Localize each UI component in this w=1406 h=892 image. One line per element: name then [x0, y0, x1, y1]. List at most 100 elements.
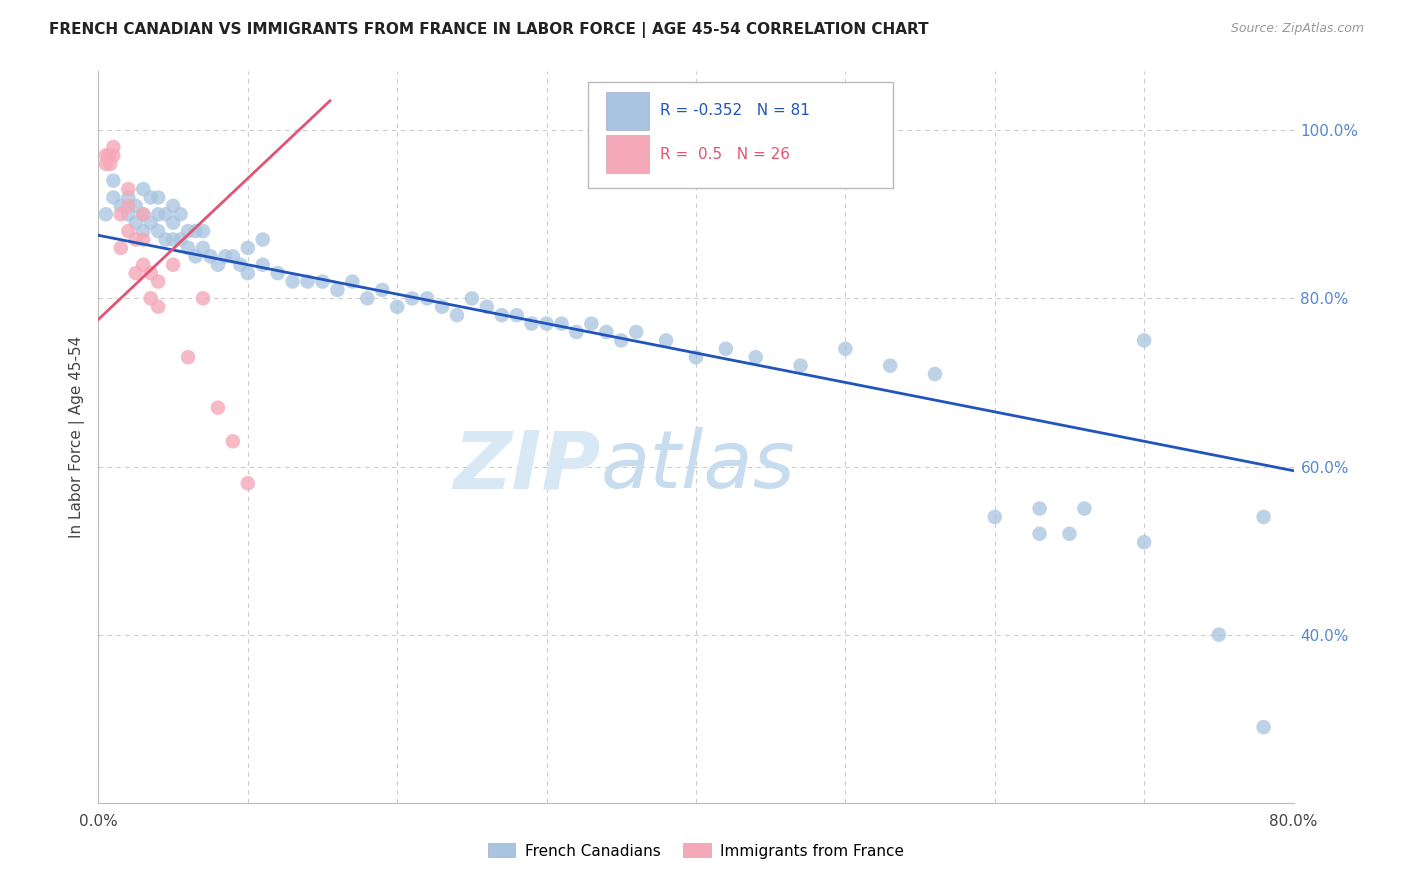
Point: [924, 367, 946, 381]
Point: [446, 308, 468, 322]
Point: [125, 199, 148, 213]
Point: [132, 224, 155, 238]
Point: [610, 334, 633, 348]
Point: [162, 233, 184, 247]
Point: [385, 300, 409, 314]
Point: [626, 325, 648, 339]
Point: [1133, 334, 1156, 348]
Point: [1059, 526, 1081, 541]
Point: [103, 174, 125, 188]
Point: [162, 258, 184, 272]
Point: [371, 283, 394, 297]
Point: [214, 249, 236, 263]
Point: [475, 300, 498, 314]
Point: [98, 157, 122, 171]
FancyBboxPatch shape: [589, 82, 893, 188]
Point: [401, 291, 423, 305]
Point: [222, 249, 245, 263]
Point: [1028, 501, 1050, 516]
Point: [984, 510, 1007, 524]
Point: [132, 233, 155, 247]
Text: Source: ZipAtlas.com: Source: ZipAtlas.com: [1230, 22, 1364, 36]
Point: [148, 224, 170, 238]
Point: [110, 199, 132, 213]
Point: [148, 207, 170, 221]
Point: [103, 140, 125, 154]
Point: [139, 266, 162, 280]
Point: [685, 350, 707, 364]
Point: [125, 266, 148, 280]
Point: [356, 291, 378, 305]
Point: [834, 342, 856, 356]
Point: [200, 249, 222, 263]
Point: [148, 300, 170, 314]
Point: [267, 266, 290, 280]
Point: [236, 241, 259, 255]
Point: [155, 207, 177, 221]
Point: [1028, 526, 1050, 541]
Point: [169, 207, 191, 221]
Point: [326, 283, 349, 297]
Point: [714, 342, 737, 356]
Point: [139, 291, 162, 305]
Point: [191, 291, 214, 305]
Point: [430, 300, 453, 314]
Point: [184, 224, 207, 238]
Point: [297, 275, 319, 289]
Point: [117, 224, 139, 238]
Point: [550, 317, 572, 331]
Point: [252, 258, 274, 272]
Point: [342, 275, 364, 289]
Point: [1253, 720, 1275, 734]
Point: [117, 207, 139, 221]
Point: [311, 275, 333, 289]
Text: ZIP: ZIP: [453, 427, 600, 506]
Point: [117, 190, 139, 204]
Point: [169, 233, 191, 247]
Point: [536, 317, 558, 331]
Point: [191, 241, 214, 255]
Point: [879, 359, 901, 373]
Point: [191, 224, 214, 238]
Point: [1073, 501, 1095, 516]
Point: [148, 275, 170, 289]
Point: [103, 148, 125, 162]
Point: [110, 207, 132, 221]
Point: [1208, 627, 1230, 641]
Point: [581, 317, 603, 331]
Point: [491, 308, 513, 322]
Point: [132, 182, 155, 196]
Point: [461, 291, 484, 305]
Point: [745, 350, 768, 364]
Point: [1133, 535, 1156, 549]
Point: [132, 258, 155, 272]
Point: [148, 190, 170, 204]
Point: [184, 249, 207, 263]
Point: [520, 317, 543, 331]
Point: [132, 207, 155, 221]
Point: [155, 233, 177, 247]
Text: FRENCH CANADIAN VS IMMIGRANTS FROM FRANCE IN LABOR FORCE | AGE 45-54 CORRELATION: FRENCH CANADIAN VS IMMIGRANTS FROM FRANC…: [49, 22, 929, 38]
Point: [222, 434, 245, 449]
Point: [117, 199, 139, 213]
Point: [110, 241, 132, 255]
Point: [177, 241, 200, 255]
Point: [177, 224, 200, 238]
Point: [162, 216, 184, 230]
Point: [416, 291, 439, 305]
Point: [94, 207, 117, 221]
Point: [207, 401, 229, 415]
Point: [103, 190, 125, 204]
Point: [565, 325, 588, 339]
Point: [1253, 510, 1275, 524]
Point: [236, 476, 259, 491]
Point: [207, 258, 229, 272]
Point: [236, 266, 259, 280]
Point: [506, 308, 529, 322]
Point: [252, 233, 274, 247]
Point: [125, 216, 148, 230]
Point: [595, 325, 617, 339]
Point: [229, 258, 252, 272]
Point: [281, 275, 304, 289]
Point: [132, 207, 155, 221]
